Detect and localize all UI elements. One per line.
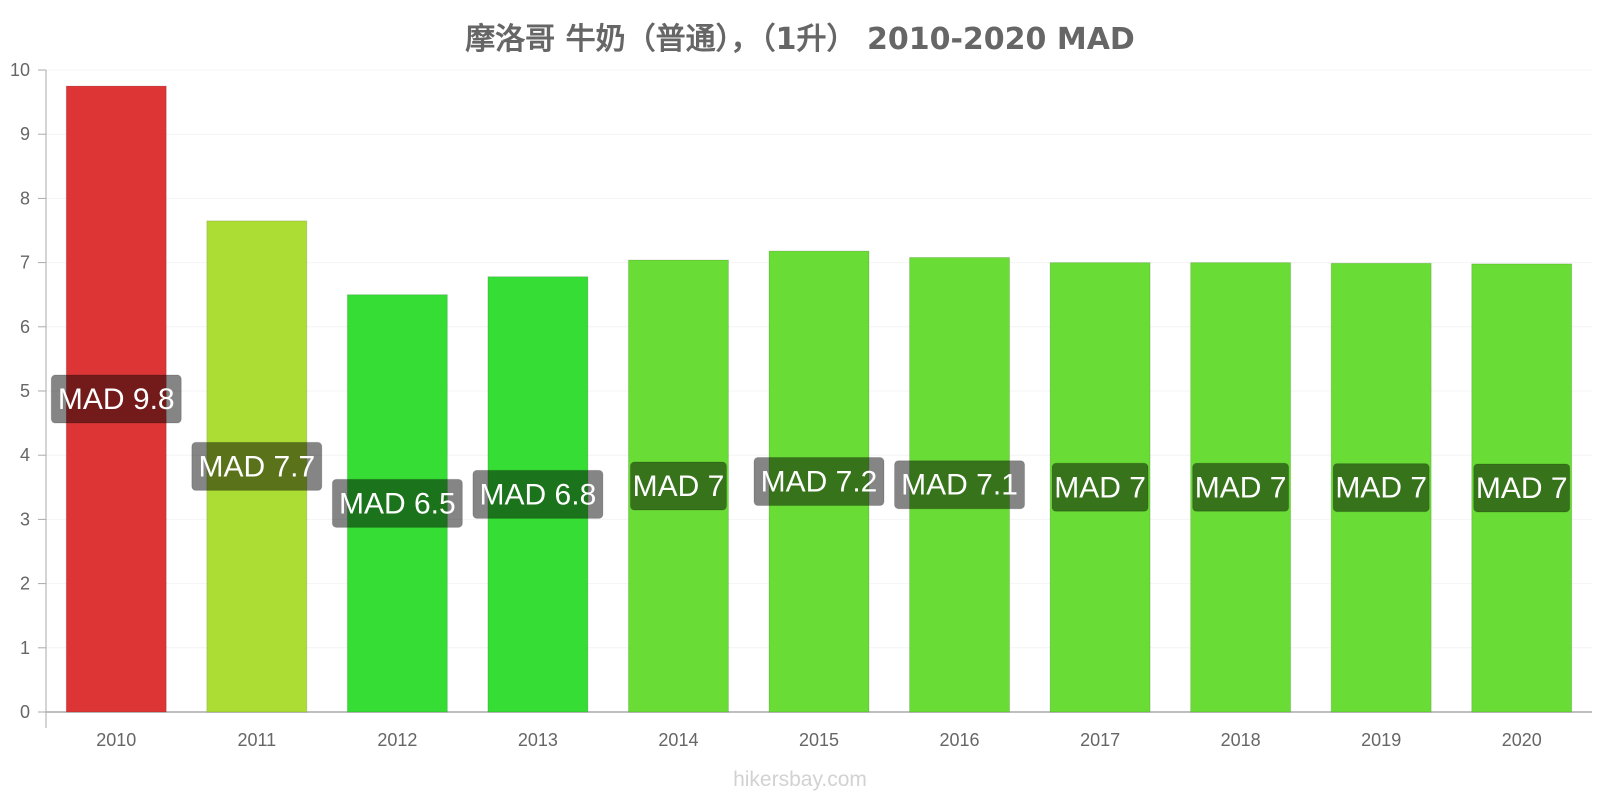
data-label: MAD 7 <box>1476 472 1568 505</box>
watermark: hikersbay.com <box>733 768 867 791</box>
data-label: MAD 7.1 <box>901 469 1018 502</box>
data-label: MAD 7.7 <box>198 450 315 483</box>
x-tick-label: 2013 <box>518 730 558 750</box>
bar <box>768 250 870 713</box>
data-label: MAD 6.5 <box>339 487 456 520</box>
x-tick-label: 2020 <box>1502 730 1542 750</box>
x-tick-label: 2011 <box>237 730 276 750</box>
data-label-box <box>50 374 182 424</box>
x-tick-label: 2017 <box>1080 730 1120 750</box>
bar <box>206 220 308 713</box>
y-tick-label: 4 <box>20 445 30 465</box>
data-label-box <box>753 457 885 507</box>
data-label: MAD 7 <box>633 470 725 503</box>
data-label: MAD 7.2 <box>761 466 878 499</box>
x-tick-label: 2016 <box>940 730 980 750</box>
bar <box>627 259 729 713</box>
data-label: MAD 6.8 <box>480 478 597 511</box>
x-tick-label: 2015 <box>799 730 839 750</box>
data-label-box <box>1192 462 1290 512</box>
bar <box>487 276 589 713</box>
x-tick-label: 2018 <box>1221 730 1261 750</box>
data-label-box <box>1473 463 1571 513</box>
y-tick-label: 3 <box>20 509 30 529</box>
data-label-box <box>191 441 323 491</box>
data-label-box <box>629 461 727 511</box>
y-tick-label: 6 <box>20 317 30 337</box>
bar <box>1190 262 1292 713</box>
y-tick-label: 9 <box>20 124 30 144</box>
data-label: MAD 9.8 <box>58 383 175 416</box>
y-tick-label: 0 <box>20 702 30 722</box>
bar <box>909 256 1011 713</box>
bar <box>346 294 448 713</box>
data-label: MAD 7 <box>1054 471 1146 504</box>
chart-title: 摩洛哥 牛奶（普通），（1升） 2010-2020 MAD <box>465 22 1135 57</box>
x-tick-label: 2012 <box>377 730 417 750</box>
y-tick-label: 2 <box>20 574 30 594</box>
data-label-box <box>894 460 1026 510</box>
data-label-box <box>1332 463 1430 513</box>
y-tick-label: 7 <box>20 253 30 273</box>
data-label-box <box>331 478 463 528</box>
bar <box>1330 262 1432 713</box>
x-tick-label: 2014 <box>658 730 698 750</box>
data-label-box <box>472 469 604 519</box>
y-tick-label: 1 <box>20 638 30 658</box>
y-tick-label: 10 <box>10 60 30 80</box>
y-tick-label: 5 <box>20 381 30 401</box>
data-label: MAD 7 <box>1335 472 1427 505</box>
x-tick-label: 2010 <box>96 730 136 750</box>
x-tick-label: 2019 <box>1361 730 1401 750</box>
y-tick-label: 8 <box>20 188 30 208</box>
data-label: MAD 7 <box>1195 471 1287 504</box>
bar <box>1471 263 1573 713</box>
data-label-box <box>1051 462 1149 512</box>
bar <box>65 85 167 713</box>
bar <box>1049 262 1151 713</box>
